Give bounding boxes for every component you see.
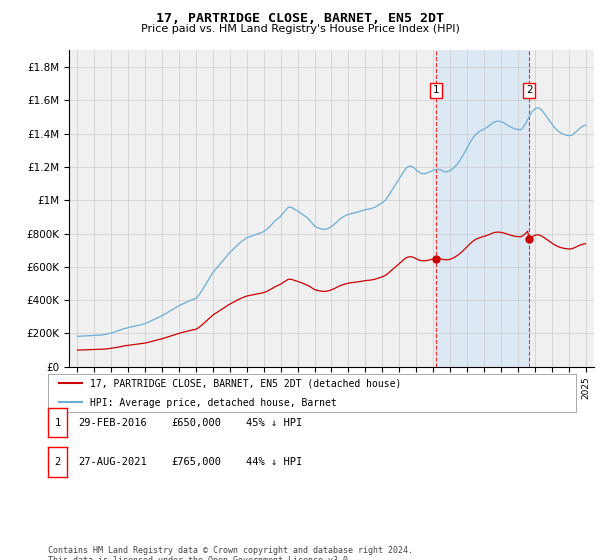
Text: 45% ↓ HPI: 45% ↓ HPI	[246, 418, 302, 428]
Text: 27-AUG-2021: 27-AUG-2021	[78, 457, 147, 467]
Text: 2: 2	[526, 85, 532, 95]
Text: 1: 1	[55, 418, 61, 428]
Text: 17, PARTRIDGE CLOSE, BARNET, EN5 2DT: 17, PARTRIDGE CLOSE, BARNET, EN5 2DT	[156, 12, 444, 25]
Bar	[436, 50, 529, 367]
Text: Price paid vs. HM Land Registry's House Price Index (HPI): Price paid vs. HM Land Registry's House …	[140, 24, 460, 34]
Text: 17, PARTRIDGE CLOSE, BARNET, EN5 2DT (detached house): 17, PARTRIDGE CLOSE, BARNET, EN5 2DT (de…	[90, 379, 401, 389]
Text: Contains HM Land Registry data © Crown copyright and database right 2024.
This d: Contains HM Land Registry data © Crown c…	[48, 546, 413, 560]
Text: £650,000: £650,000	[171, 418, 221, 428]
Text: 2: 2	[55, 457, 61, 467]
Text: 1: 1	[433, 85, 439, 95]
Text: £765,000: £765,000	[171, 457, 221, 467]
Text: 29-FEB-2016: 29-FEB-2016	[78, 418, 147, 428]
Text: HPI: Average price, detached house, Barnet: HPI: Average price, detached house, Barn…	[90, 398, 337, 408]
Text: 44% ↓ HPI: 44% ↓ HPI	[246, 457, 302, 467]
